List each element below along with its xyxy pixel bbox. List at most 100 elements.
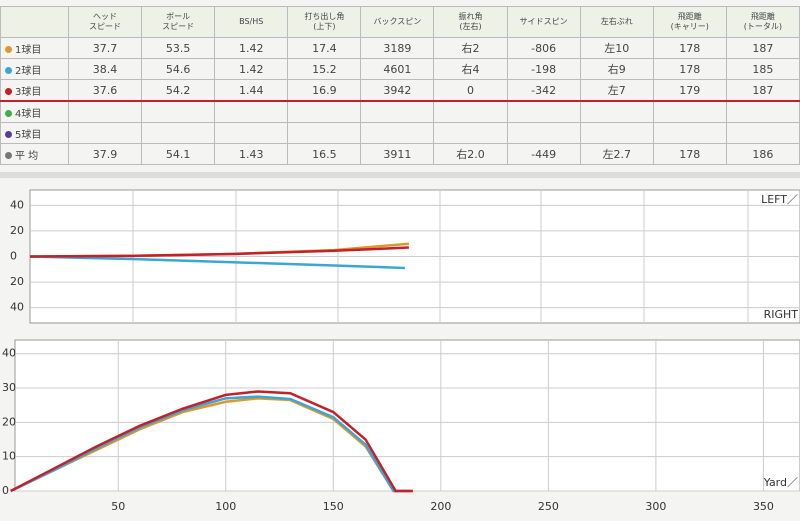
y-tick-label: 20 bbox=[10, 275, 24, 288]
cell: 左10 bbox=[579, 37, 654, 59]
row-dot bbox=[5, 152, 12, 159]
y-tick-label: 20 bbox=[2, 415, 16, 428]
row-dot bbox=[5, 110, 12, 117]
cell bbox=[287, 122, 362, 144]
y-tick-label: 0 bbox=[10, 250, 17, 263]
row-label-cell: 4球目 bbox=[0, 100, 69, 123]
row-dot bbox=[5, 67, 12, 74]
y-tick-label: 40 bbox=[10, 301, 24, 314]
column-header: 飛距離 (キャリー) bbox=[652, 6, 727, 38]
cell: 185 bbox=[725, 58, 800, 80]
cell bbox=[725, 122, 800, 144]
row-label: 1球目 bbox=[15, 44, 42, 56]
cell: 187 bbox=[725, 37, 800, 59]
cell: 37.7 bbox=[67, 37, 143, 59]
cell bbox=[360, 122, 435, 144]
row-label-cell: 5球目 bbox=[0, 122, 69, 144]
cell bbox=[652, 122, 727, 144]
cell bbox=[506, 100, 581, 123]
cell: 3189 bbox=[360, 37, 435, 59]
corner bbox=[0, 6, 69, 38]
x-tick-label: 350 bbox=[753, 500, 774, 513]
y-label-bottom: RIGHT bbox=[764, 308, 799, 321]
column-header: ヘッド スピード bbox=[67, 6, 143, 38]
x-tick-label: 100 bbox=[215, 500, 236, 513]
trajectory-line bbox=[10, 395, 409, 493]
cell: 53.5 bbox=[141, 37, 216, 59]
cell: -198 bbox=[506, 58, 581, 80]
shot-table: ヘッド スピード ボール スピード BS/HS 打ち出し角 (上下) バックスピン 振れ角… bbox=[0, 6, 800, 165]
row-label-cell: 3球目 bbox=[0, 79, 69, 102]
row-dot bbox=[5, 131, 12, 138]
column-header: ボール スピード bbox=[141, 6, 216, 38]
column-header: BS/HS bbox=[214, 6, 289, 38]
cell: 17.4 bbox=[287, 37, 362, 59]
height-chart: 50 100 150 200 250 300 350 0 10 20 30 40 Yard／ bbox=[2, 339, 800, 513]
row-label-cell: 2球目 bbox=[0, 58, 69, 80]
cell bbox=[506, 122, 581, 144]
cell: 186 bbox=[725, 143, 800, 165]
cell bbox=[67, 100, 143, 123]
cell: 左7 bbox=[579, 79, 654, 102]
trajectory-line bbox=[10, 390, 413, 493]
cell: 3942 bbox=[360, 79, 435, 102]
column-header: 飛距離 (トータル) bbox=[725, 6, 800, 38]
cell: 1.43 bbox=[214, 143, 289, 165]
y-tick-label: 0 bbox=[2, 484, 9, 497]
row-label: 平 均 bbox=[15, 150, 39, 162]
cell bbox=[360, 100, 435, 123]
divider bbox=[0, 172, 800, 178]
x-tick-label: 150 bbox=[323, 500, 344, 513]
cell bbox=[652, 100, 727, 123]
column-header: 打ち出し角 (上下) bbox=[287, 6, 362, 38]
cell bbox=[141, 100, 216, 123]
row-label-cell: 1球目 bbox=[0, 37, 69, 59]
cell: -342 bbox=[506, 79, 581, 102]
cell: 右9 bbox=[579, 58, 654, 80]
shot-row: 2球目 38.4 54.6 1.42 15.2 4601 右4 -198 右9 178 185 bbox=[0, 58, 800, 80]
plot-area bbox=[14, 339, 800, 492]
cell: 38.4 bbox=[67, 58, 143, 80]
cell: 54.2 bbox=[141, 79, 216, 102]
lateral-chart: 40 20 0 20 40 LEFT／ RIGHT bbox=[10, 189, 800, 324]
cell: 右2.0 bbox=[433, 143, 508, 165]
x-tick-label: 50 bbox=[111, 500, 125, 513]
cell: 178 bbox=[652, 58, 727, 80]
x-tick-label: 300 bbox=[645, 500, 666, 513]
cell: 1.42 bbox=[214, 37, 289, 59]
cell: -449 bbox=[506, 143, 581, 165]
row-label: 2球目 bbox=[15, 65, 42, 77]
cell: 1.44 bbox=[214, 79, 289, 102]
shot-row: 4球目 bbox=[0, 100, 800, 123]
cell bbox=[287, 100, 362, 123]
cell: 左2.7 bbox=[579, 143, 654, 165]
y-tick-label: 40 bbox=[10, 198, 24, 211]
cell: 178 bbox=[652, 37, 727, 59]
cell bbox=[579, 122, 654, 144]
x-tick-label: 200 bbox=[430, 500, 451, 513]
cell: 右4 bbox=[433, 58, 508, 80]
y-tick-label: 40 bbox=[2, 347, 16, 360]
cell: 187 bbox=[725, 79, 800, 102]
y-tick-label: 20 bbox=[10, 224, 24, 237]
cell: 37.9 bbox=[67, 143, 143, 165]
cell bbox=[725, 100, 800, 123]
shot-row: 3球目 37.6 54.2 1.44 16.9 3942 0 -342 左7 179 187 bbox=[0, 79, 800, 102]
column-header: サイドスピン bbox=[506, 6, 581, 38]
cell: 54.1 bbox=[141, 143, 216, 165]
cell: 0 bbox=[433, 79, 508, 102]
shot-row: 5球目 bbox=[0, 122, 800, 144]
row-dot bbox=[5, 46, 12, 53]
cell bbox=[67, 122, 143, 144]
row-dot bbox=[5, 88, 12, 95]
cell: 3911 bbox=[360, 143, 435, 165]
cell bbox=[214, 122, 289, 144]
shot-row: 1球目 37.7 53.5 1.42 17.4 3189 右2 -806 左10 178 187 bbox=[0, 37, 800, 59]
x-label: Yard／ bbox=[763, 476, 798, 489]
x-tick-label: 250 bbox=[538, 500, 559, 513]
cell bbox=[433, 122, 508, 144]
trajectory-line bbox=[29, 246, 409, 258]
column-header: バックスピン bbox=[360, 6, 435, 38]
header-row: ヘッド スピード ボール スピード BS/HS 打ち出し角 (上下) バックスピン 振れ角… bbox=[0, 6, 800, 38]
